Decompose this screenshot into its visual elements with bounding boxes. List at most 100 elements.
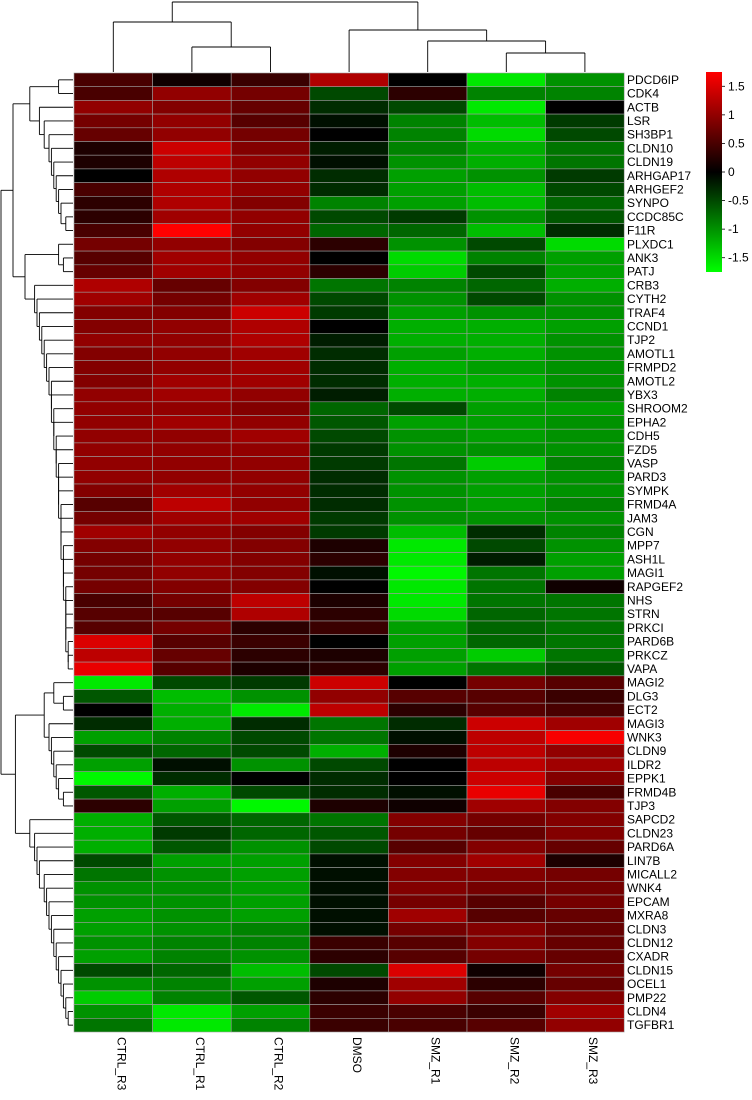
heatmap-cell	[466, 86, 546, 101]
heatmap-cell	[230, 401, 311, 416]
heatmap-cell	[545, 661, 625, 677]
heatmap-cell	[388, 387, 468, 403]
heatmap-cell	[388, 1004, 468, 1019]
heatmap-cell	[230, 908, 311, 923]
heatmap-cell	[309, 949, 389, 964]
row-label: ARHGAP17	[627, 169, 691, 183]
heatmap-cell	[466, 648, 546, 663]
heatmap-cell	[152, 374, 232, 389]
heatmap-cell	[388, 278, 468, 293]
heatmap-cell	[545, 990, 625, 1005]
row-label: TRAF4	[627, 306, 665, 320]
heatmap-cell	[545, 415, 625, 430]
heatmap-cell	[309, 196, 389, 211]
row-label: FRMD4B	[627, 785, 676, 799]
heatmap-cell	[466, 305, 546, 320]
heatmap-cell	[230, 237, 311, 252]
heatmap-cell	[230, 168, 311, 183]
heatmap-cell	[388, 415, 468, 430]
heatmap-cell	[309, 648, 389, 663]
heatmap-cell	[152, 730, 232, 745]
heatmap-cell	[309, 675, 389, 690]
heatmap-cell	[152, 182, 232, 197]
heatmap-cell	[230, 579, 311, 594]
heatmap-cell	[152, 990, 232, 1005]
heatmap-cell	[545, 839, 625, 855]
heatmap-cell	[545, 689, 625, 704]
heatmap-cell	[466, 415, 546, 430]
heatmap-cell	[545, 223, 625, 238]
heatmap-cell	[152, 839, 232, 855]
heatmap-cell	[545, 291, 625, 307]
heatmap-cell	[388, 1017, 468, 1033]
heatmap-cell	[73, 1004, 153, 1019]
heatmap-cell	[73, 867, 153, 882]
heatmap-cell	[466, 223, 546, 238]
heatmap-cell	[230, 689, 311, 704]
heatmap-cell	[309, 168, 389, 183]
heatmap-cell	[466, 675, 546, 690]
column-dendrogram	[112, 1, 586, 72]
heatmap-cell	[545, 853, 625, 868]
heatmap-cell	[309, 237, 389, 252]
heatmap-cell	[388, 72, 468, 87]
heatmap-cell	[152, 428, 232, 444]
heatmap-cell	[152, 538, 232, 553]
heatmap-cell	[388, 839, 468, 855]
row-label: DLG3	[627, 689, 659, 703]
heatmap-cell	[73, 839, 153, 855]
heatmap-cell	[466, 743, 546, 759]
heatmap-cell	[230, 716, 311, 731]
heatmap-cell	[388, 237, 468, 252]
heatmap-cell	[388, 428, 468, 444]
heatmap-cell	[388, 812, 468, 827]
heatmap-cell	[152, 853, 232, 868]
heatmap-cell	[545, 593, 625, 608]
heatmap-cell	[545, 757, 625, 772]
heatmap-cell	[152, 785, 232, 800]
heatmap-cell	[230, 483, 311, 498]
heatmap-cell	[545, 880, 625, 896]
heatmap-cell	[152, 305, 232, 320]
row-label: CLDN3	[627, 922, 667, 936]
heatmap-cell	[388, 497, 468, 512]
heatmap-cell	[466, 374, 546, 389]
heatmap-cell	[388, 538, 468, 553]
heatmap-cell	[309, 1017, 389, 1033]
heatmap-cell	[545, 168, 625, 183]
heatmap-cell	[388, 757, 468, 772]
heatmap-cell	[309, 483, 389, 498]
heatmap-cell	[388, 196, 468, 211]
heatmap-cell	[230, 812, 311, 827]
heatmap-cell	[309, 223, 389, 238]
row-label: CGN	[627, 525, 654, 539]
heatmap-cell	[152, 264, 232, 279]
heatmap-cell	[152, 497, 232, 512]
row-label: ARHGEF2	[627, 182, 684, 196]
heatmap-cell	[73, 935, 153, 951]
heatmap-cell	[309, 511, 389, 526]
heatmap-cell	[230, 346, 311, 361]
heatmap-cell	[309, 606, 389, 622]
heatmap-cell	[73, 963, 153, 978]
heatmap-cell	[466, 209, 546, 224]
heatmap-cell	[388, 675, 468, 690]
heatmap-cell	[388, 702, 468, 718]
heatmap-cell	[545, 634, 625, 649]
heatmap-cell	[545, 442, 625, 457]
heatmap-cell	[230, 990, 311, 1005]
heatmap-cell	[309, 442, 389, 457]
heatmap-cell	[230, 100, 311, 115]
heatmap-cell	[73, 182, 153, 197]
heatmap-cell	[309, 428, 389, 444]
row-label: VAPA	[627, 662, 657, 676]
heatmap-cell	[152, 456, 232, 471]
heatmap-cell	[230, 839, 311, 855]
row-label: WNK3	[627, 730, 662, 744]
heatmap-cell	[466, 593, 546, 608]
row-label: MAGI3	[627, 717, 665, 731]
row-label: CLDN9	[627, 744, 667, 758]
row-label: CLDN15	[627, 963, 673, 977]
heatmap-cell	[73, 702, 153, 718]
heatmap-cell	[309, 209, 389, 224]
